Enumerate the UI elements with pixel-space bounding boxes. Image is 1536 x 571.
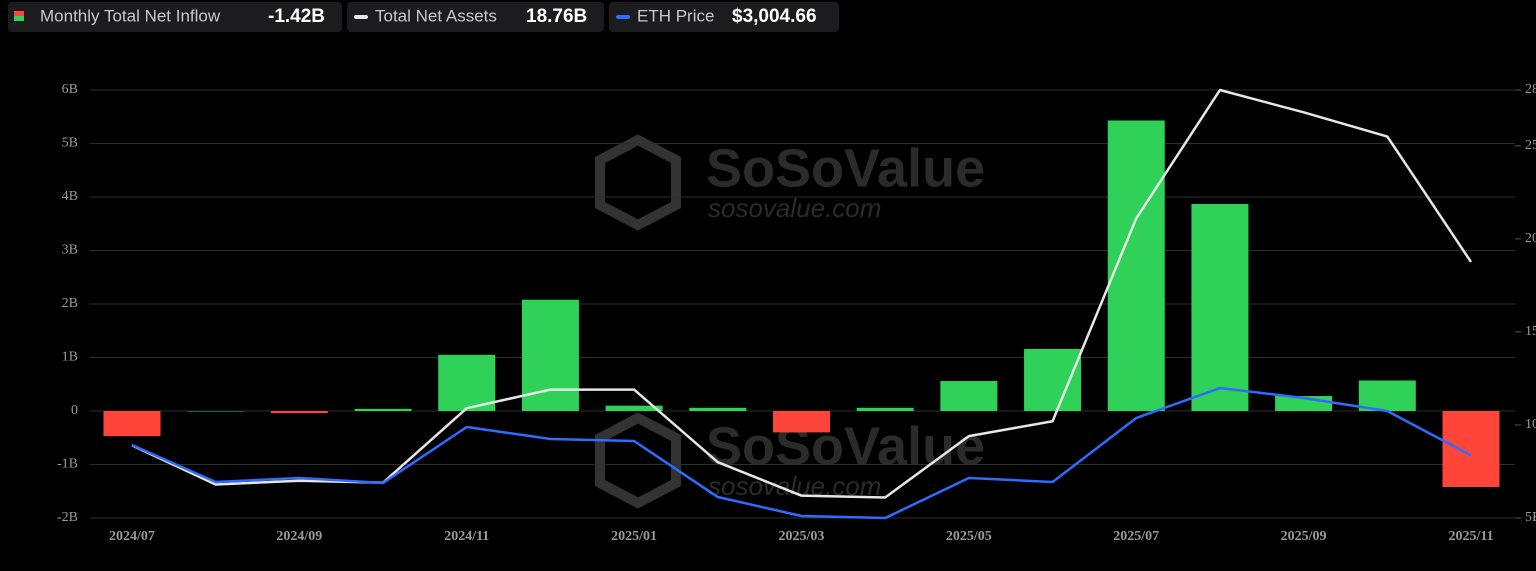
y2-tick-label: 28B [1525, 82, 1536, 97]
y-tick-label: -2B [57, 510, 78, 525]
legend-value: 18.76B [526, 6, 587, 27]
legend-box [8, 2, 342, 32]
legend-value: $3,004.66 [732, 6, 817, 27]
legend-box [609, 2, 839, 32]
y2-tick-label: 5B [1525, 510, 1536, 525]
y2-tick-label: 20B [1525, 231, 1536, 246]
watermark-brand: SoSoValue [706, 416, 985, 476]
bar [1191, 203, 1249, 411]
legend-swatch [616, 15, 630, 19]
x-tick-label: 2025/05 [946, 529, 992, 544]
x-tick-label: 2024/09 [276, 529, 322, 544]
y-tick-label: 2B [62, 296, 78, 311]
bar [940, 381, 998, 411]
legend-box [347, 2, 604, 32]
watermark-logo [595, 134, 681, 231]
bar [270, 411, 328, 414]
y-tick-label: 0 [71, 403, 78, 418]
y-tick-label: 6B [62, 82, 78, 97]
legend-value: -1.42B [268, 6, 325, 27]
x-tick-label: 2025/07 [1113, 529, 1159, 544]
y-tick-label: 5B [62, 136, 78, 151]
line [131, 386, 1472, 520]
x-tick-label: 2025/01 [611, 529, 657, 544]
y-tick-label: 3B [62, 243, 78, 258]
bar [689, 407, 747, 411]
legend-label: Monthly Total Net Inflow [40, 6, 221, 25]
watermark-brand: SoSoValue [706, 138, 985, 198]
watermark-logo [595, 412, 681, 509]
bar [438, 354, 496, 411]
x-tick-label: 2024/11 [444, 529, 489, 544]
y-tick-label: 1B [62, 350, 78, 365]
bar [773, 411, 830, 433]
legend-label: Total Net Assets [375, 6, 497, 25]
legend-swatch [14, 11, 24, 16]
y2-tick-label: 25B [1525, 138, 1536, 153]
x-tick-label: 2024/07 [109, 529, 155, 544]
watermark-site: sosovalue.com [708, 193, 881, 223]
bar [1442, 411, 1500, 487]
bar [1358, 380, 1416, 411]
bar [521, 299, 579, 411]
y2-tick-label: 10B [1525, 417, 1536, 432]
x-tick-label: 2025/03 [779, 529, 825, 544]
bar [187, 411, 245, 412]
legend-swatch [354, 15, 368, 19]
y-tick-label: 4B [62, 189, 78, 204]
x-tick-label: 2025/09 [1281, 529, 1327, 544]
legend-label: ETH Price [637, 6, 714, 25]
bar [354, 408, 412, 411]
legend-swatch [14, 16, 24, 21]
bar [605, 405, 663, 411]
bar [1024, 348, 1082, 411]
x-tick-label: 2025/11 [1448, 529, 1493, 544]
watermark: SoSoValue sosovalue.com SoSoValue sosova… [595, 134, 985, 509]
y-tick-label: -1B [57, 457, 78, 472]
bar [856, 407, 914, 411]
y2-tick-label: 15B [1525, 324, 1536, 339]
bar [103, 411, 161, 437]
